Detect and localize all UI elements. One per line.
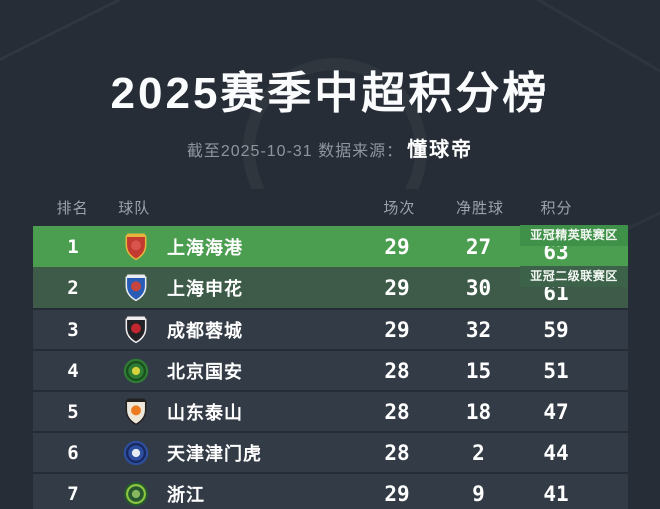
beijing-guoan-crest-icon [113, 358, 159, 384]
table-row: 6 天津津门虎 28 2 44 [33, 431, 628, 472]
goal-difference: 2 [472, 440, 485, 465]
table-row: 3 成都蓉城 29 32 59 [33, 308, 628, 349]
shanghai-shenhua-crest-icon [113, 274, 159, 302]
points-value: 51 [543, 358, 569, 383]
table-header-row: 排名 球队 场次 净胜球 积分 [33, 189, 628, 226]
rank-cell: 3 [67, 318, 79, 341]
team-name: 山东泰山 [167, 402, 243, 423]
standings-table: 排名 球队 场次 净胜球 积分 1 上海海港 29 27 亚冠精英联赛区 63 … [33, 189, 628, 509]
matches-played: 28 [384, 358, 410, 383]
rank-cell: 6 [67, 441, 79, 464]
zhejiang-crest-icon [113, 481, 159, 507]
table-row: 7 浙江 29 9 41 [33, 472, 628, 509]
table-body: 1 上海海港 29 27 亚冠精英联赛区 63 2 上海申花 29 30 亚冠二… [33, 224, 628, 509]
team-name: 上海海港 [167, 237, 243, 258]
header-goal-diff: 净胜球 [455, 200, 504, 217]
rank-cell: 7 [67, 482, 79, 505]
header-team: 球队 [118, 200, 151, 217]
points-cell: 47 [520, 400, 628, 424]
points-value: 59 [543, 317, 569, 342]
table-row: 5 山东泰山 28 18 47 [33, 390, 628, 431]
points-cell: 51 [520, 359, 628, 383]
points-value: 44 [543, 440, 569, 465]
chengdu-rongcheng-crest-icon [113, 316, 159, 344]
matches-played: 28 [384, 440, 410, 465]
rank-cell: 1 [67, 235, 79, 258]
matches-played: 28 [384, 399, 410, 424]
matches-played: 29 [384, 234, 410, 259]
matches-played: 29 [384, 481, 410, 506]
goal-difference: 18 [465, 399, 492, 424]
team-name: 北京国安 [167, 361, 243, 382]
points-cell: 41 [520, 482, 628, 506]
rank-cell: 2 [67, 276, 79, 299]
matches-played: 29 [384, 275, 410, 300]
zone-tag: 亚冠二级联赛区 [520, 265, 628, 287]
subtitle: 截至2025-10-31 数据来源： 懂球帝 [0, 133, 660, 162]
team-name: 成都蓉城 [167, 320, 243, 341]
header-rank: 排名 [56, 200, 89, 217]
tianjin-jinmen-tiger-crest-icon [113, 440, 159, 466]
table-row: 2 上海申花 29 30 亚冠二级联赛区 61 [33, 265, 628, 308]
points-cell: 59 [520, 318, 628, 342]
goal-difference: 32 [465, 317, 492, 342]
as-of-date-text: 截至2025-10-31 数据来源： [186, 143, 404, 160]
page-title: 2025赛季中超积分榜 [110, 69, 550, 118]
points-value: 47 [543, 399, 569, 424]
table-row: 1 上海海港 29 27 亚冠精英联赛区 63 [33, 224, 628, 267]
rank-cell: 4 [67, 359, 79, 382]
goal-difference: 27 [465, 234, 492, 259]
zone-tag: 亚冠精英联赛区 [520, 224, 628, 246]
team-name: 上海申花 [167, 278, 243, 299]
goal-difference: 9 [472, 481, 485, 506]
shandong-taishan-crest-icon [113, 398, 159, 426]
matches-played: 29 [384, 317, 410, 342]
header-points: 积分 [540, 200, 573, 217]
points-cell: 亚冠精英联赛区 63 [520, 224, 628, 264]
header-played: 场次 [383, 200, 416, 217]
team-name: 浙江 [167, 484, 205, 505]
goal-difference: 15 [465, 358, 492, 383]
shanghai-port-crest-icon [113, 233, 159, 261]
goal-difference: 30 [465, 275, 492, 300]
team-name: 天津津门虎 [167, 443, 262, 464]
rank-cell: 5 [67, 400, 79, 423]
points-cell: 亚冠二级联赛区 61 [520, 265, 628, 305]
data-source-name: 懂球帝 [407, 139, 474, 161]
points-cell: 44 [520, 441, 628, 465]
points-value: 41 [543, 481, 569, 506]
table-row: 4 北京国安 28 15 51 [33, 349, 628, 390]
